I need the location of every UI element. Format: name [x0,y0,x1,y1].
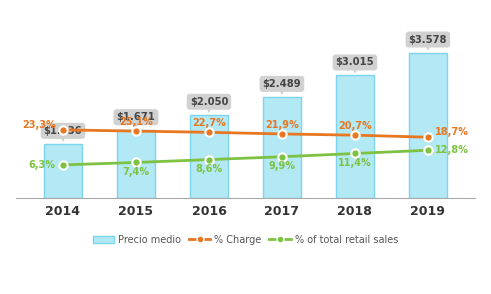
Bar [336,76,374,198]
Text: 23,3%: 23,3% [22,120,55,130]
Text: 12,8%: 12,8% [435,145,469,155]
Bar [117,130,155,198]
Legend: Precio medio, % Charge, % of total retail sales: Precio medio, % Charge, % of total retai… [89,231,402,248]
Text: 6,3%: 6,3% [28,160,55,170]
Text: 9,9%: 9,9% [269,161,296,171]
Text: 21,9%: 21,9% [265,120,299,130]
Text: $3.015: $3.015 [336,57,374,74]
Text: 18,7%: 18,7% [435,127,469,137]
Text: 11,4%: 11,4% [338,158,372,168]
Bar [190,115,228,198]
Text: 22,7%: 22,7% [192,118,226,128]
Bar [263,97,301,198]
Text: $3.578: $3.578 [409,34,447,51]
Text: 8,6%: 8,6% [195,164,222,174]
Text: $1.671: $1.671 [116,112,155,128]
Text: $2.050: $2.050 [190,97,228,113]
Text: $1.336: $1.336 [44,126,82,142]
Text: 7,4%: 7,4% [122,166,149,176]
Text: 25,1%: 25,1% [119,117,153,127]
Text: 20,7%: 20,7% [338,121,372,131]
Bar [409,53,447,198]
Text: $2.489: $2.489 [263,79,301,95]
Bar [44,144,82,198]
